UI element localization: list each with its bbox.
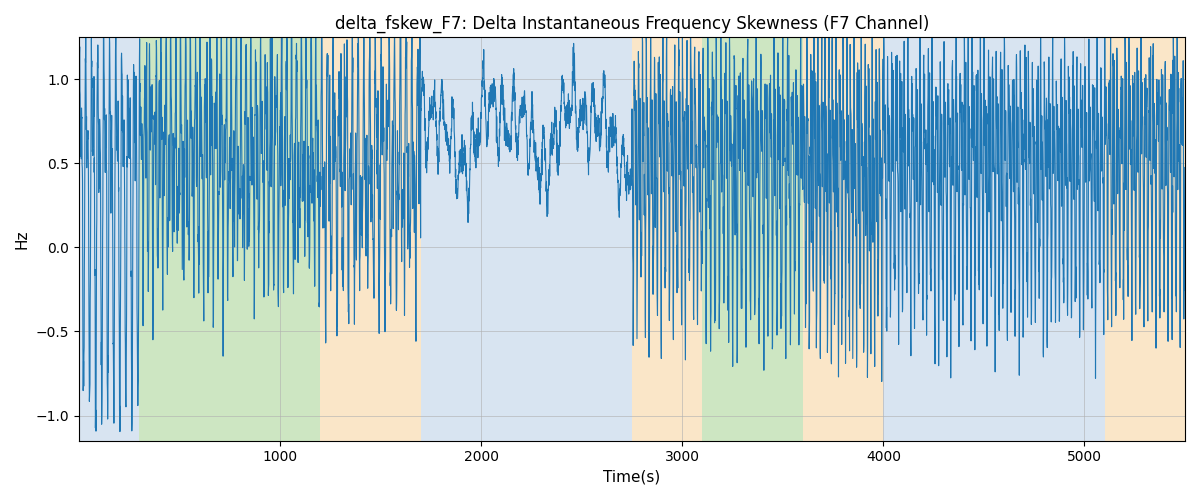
X-axis label: Time(s): Time(s) <box>604 470 660 485</box>
Bar <box>632 38 702 440</box>
Bar <box>1104 38 1186 440</box>
Bar <box>79 38 139 440</box>
Bar <box>803 38 883 440</box>
Title: delta_fskew_F7: Delta Instantaneous Frequency Skewness (F7 Channel): delta_fskew_F7: Delta Instantaneous Freq… <box>335 15 929 34</box>
Y-axis label: Hz: Hz <box>14 230 30 249</box>
Bar <box>320 38 421 440</box>
Bar <box>883 38 1104 440</box>
Bar <box>139 38 320 440</box>
Bar <box>421 38 632 440</box>
Bar <box>702 38 803 440</box>
